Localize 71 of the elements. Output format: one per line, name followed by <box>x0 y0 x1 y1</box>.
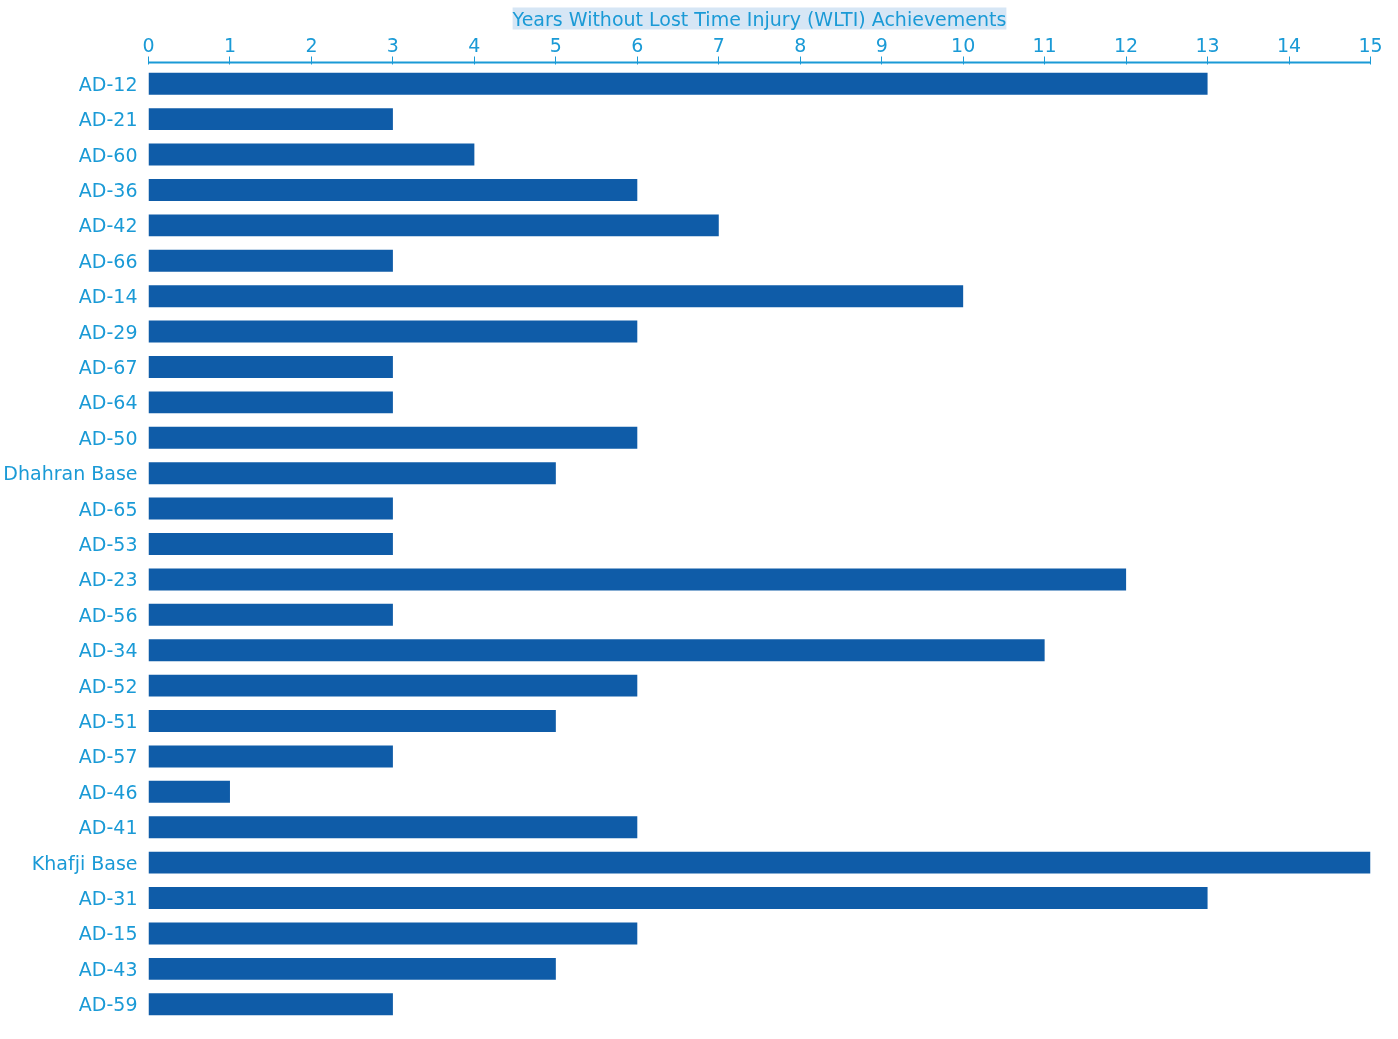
bar <box>148 533 393 555</box>
bar <box>148 922 638 945</box>
bar <box>148 249 393 272</box>
bar <box>148 674 638 697</box>
y-tick-label: AD-23 <box>78 568 138 591</box>
bar <box>148 993 393 1016</box>
x-tick-label: 4 <box>468 33 481 56</box>
y-tick-label: AD-67 <box>78 355 138 378</box>
x-tick-label: 1 <box>223 33 237 56</box>
chart-title: Years Without Lost Time Injury (WLTI) Achievements <box>511 7 1007 30</box>
bar <box>148 957 556 980</box>
x-tick-label: 3 <box>386 33 399 56</box>
bar <box>148 710 556 732</box>
x-tick-label: 10 <box>951 33 976 56</box>
y-tick-label: AD-59 <box>78 993 138 1016</box>
bar <box>148 143 475 166</box>
y-tick-label: AD-12 <box>78 72 138 95</box>
y-tick-label: AD-31 <box>78 887 138 910</box>
y-tick-label: Dhahran Base <box>3 462 138 485</box>
bar <box>148 568 1127 591</box>
bar <box>148 887 1208 910</box>
x-tick-label: 8 <box>794 33 807 56</box>
bar <box>148 745 393 768</box>
y-tick-label: AD-43 <box>78 957 138 980</box>
y-tick-label: AD-41 <box>78 816 138 839</box>
y-tick-label: AD-14 <box>78 285 138 308</box>
bar <box>148 816 638 839</box>
x-tick-label: 7 <box>712 33 725 56</box>
bar <box>148 214 719 237</box>
bar <box>148 851 1371 874</box>
x-tick-label: 0 <box>142 33 155 56</box>
y-tick-label: AD-65 <box>78 497 138 520</box>
bar <box>148 108 393 131</box>
x-tick-label: 15 <box>1358 33 1383 56</box>
x-tick-label: 14 <box>1276 33 1302 56</box>
y-tick-label: AD-57 <box>78 745 138 768</box>
y-tick-label: AD-53 <box>78 533 138 555</box>
x-tick-label: 5 <box>549 33 562 56</box>
bar <box>148 426 638 449</box>
bar <box>148 72 1208 95</box>
y-tick-label: AD-36 <box>78 178 138 201</box>
bar <box>148 780 230 803</box>
x-tick-label: 9 <box>875 33 888 56</box>
bar <box>148 497 393 520</box>
bar <box>148 285 964 308</box>
x-tick-label: 6 <box>631 33 644 56</box>
x-tick-label: 13 <box>1195 33 1220 56</box>
bar <box>148 639 1045 662</box>
x-tick-label: 2 <box>305 33 318 56</box>
bar <box>148 178 638 201</box>
y-tick-label: Khafji Base <box>31 851 138 874</box>
y-tick-label: AD-29 <box>78 320 138 343</box>
bar <box>148 320 638 343</box>
bar <box>148 603 393 626</box>
y-tick-label: AD-52 <box>78 674 138 697</box>
y-tick-label: AD-42 <box>78 214 138 237</box>
x-tick-label: 12 <box>1114 33 1139 56</box>
y-tick-label: AD-60 <box>78 143 138 166</box>
y-tick-label: AD-56 <box>78 603 138 626</box>
bar <box>148 462 556 485</box>
y-tick-label: AD-50 <box>78 426 138 449</box>
y-tick-label: AD-15 <box>78 922 138 945</box>
y-tick-label: AD-64 <box>78 391 138 414</box>
bar <box>148 391 393 414</box>
y-tick-label: AD-21 <box>78 108 138 131</box>
x-tick-label: 11 <box>1032 33 1057 56</box>
y-tick-label: AD-51 <box>78 710 138 733</box>
bar <box>148 356 393 378</box>
y-tick-label: AD-66 <box>78 249 138 272</box>
y-tick-label: AD-34 <box>78 639 138 662</box>
y-tick-label: AD-46 <box>78 780 138 803</box>
